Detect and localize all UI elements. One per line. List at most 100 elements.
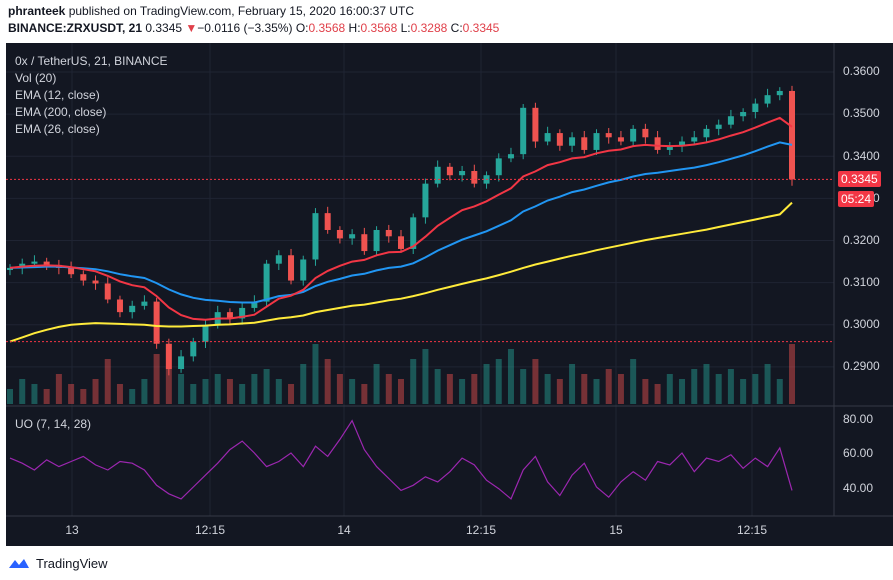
down-arrow-icon: ▼ xyxy=(185,21,198,35)
countdown-badge: 05:24 xyxy=(838,191,875,207)
candle-body xyxy=(324,213,331,230)
candle-body xyxy=(31,261,38,264)
volume-bar xyxy=(68,384,75,404)
candle-body xyxy=(520,107,527,155)
candle-body xyxy=(398,236,404,249)
legend-vol[interactable]: Vol (20) xyxy=(15,71,57,85)
candle-body xyxy=(68,267,75,275)
candle-body xyxy=(349,234,356,239)
candle-body xyxy=(764,95,771,104)
legend-title[interactable]: 0x / TetherUS, 21, BINANCE xyxy=(15,54,168,68)
uo-line xyxy=(9,419,793,500)
candle-body xyxy=(776,90,783,96)
volume-bar xyxy=(446,374,453,404)
volume-bar xyxy=(214,374,221,404)
symbol-line: BINANCE:ZRXUSDT, 21 0.3345 ▼−0.0116 (−3.… xyxy=(8,21,499,35)
price-axis[interactable] xyxy=(834,43,893,516)
candle-body xyxy=(703,128,710,138)
volume-bar xyxy=(679,379,686,404)
volume-bar xyxy=(19,379,26,404)
candle-body xyxy=(459,171,466,176)
volume-bar xyxy=(691,369,698,404)
volume-bar xyxy=(361,384,368,404)
candle-body xyxy=(471,171,478,184)
volume-bar xyxy=(80,389,87,404)
volume-bar xyxy=(251,374,258,404)
volume-bar xyxy=(556,379,563,404)
volume-bar xyxy=(153,354,160,404)
volume-bars xyxy=(7,344,795,404)
candle-body xyxy=(165,343,172,370)
candle-body xyxy=(679,141,686,146)
candle-body xyxy=(593,133,600,150)
volume-bar xyxy=(373,364,380,404)
symbol-name: BINANCE:ZRXUSDT, 21 xyxy=(8,21,143,35)
volume-bar xyxy=(202,379,209,404)
volume-bar xyxy=(300,364,307,404)
time-axis[interactable] xyxy=(6,516,834,546)
volume-bar xyxy=(141,379,148,404)
volume-bar xyxy=(666,374,673,404)
volume-bar xyxy=(349,379,356,404)
candle-body xyxy=(666,145,673,150)
legend-ema12[interactable]: EMA (12, close) xyxy=(15,88,100,102)
candle-body xyxy=(275,255,282,264)
publish-line: phranteek published on TradingView.com, … xyxy=(8,4,414,18)
volume-bar xyxy=(532,359,539,404)
volume-bar xyxy=(459,379,466,404)
candle-body xyxy=(691,137,698,142)
candle-body xyxy=(129,305,136,313)
candle-body xyxy=(422,183,429,218)
volume-bar xyxy=(434,369,441,404)
price-tick-label: 0.3000 xyxy=(843,317,880,331)
chart-panel[interactable] xyxy=(6,43,834,516)
price-tick-label: 0.3600 xyxy=(843,64,880,78)
candle-body xyxy=(740,112,747,117)
candle-body xyxy=(495,158,502,176)
candle-body xyxy=(544,133,551,142)
open-label: O: xyxy=(295,21,309,35)
price-tick-label: 0.3100 xyxy=(843,275,880,289)
candle-body xyxy=(43,261,50,265)
volume-bar xyxy=(520,369,527,404)
volume-bar xyxy=(422,349,429,404)
low-value: 0.3288 xyxy=(410,21,448,35)
candle-body xyxy=(263,263,270,302)
high-value: 0.3568 xyxy=(360,21,398,35)
tradingview-logo-icon[interactable] xyxy=(8,556,30,570)
candles xyxy=(7,85,795,376)
legend-uo[interactable]: UO (7, 14, 28) xyxy=(15,417,92,431)
candle-body xyxy=(642,128,649,138)
volume-bar xyxy=(789,344,795,404)
volume-bar xyxy=(495,359,502,404)
legend-ema200[interactable]: EMA (200, close) xyxy=(15,105,107,119)
candle-body xyxy=(336,229,343,239)
volume-bar xyxy=(507,349,514,404)
axis-corner xyxy=(834,516,893,546)
volume-bar xyxy=(288,384,295,404)
last-price: 0.3345 xyxy=(145,21,183,35)
candle-body xyxy=(532,107,539,142)
author-name[interactable]: phranteek xyxy=(8,4,66,18)
candle-body xyxy=(385,229,392,237)
volume-bar xyxy=(336,374,343,404)
open-value: 0.3568 xyxy=(308,21,346,35)
uo-tick-label: 60.00 xyxy=(843,446,874,460)
volume-bar xyxy=(642,379,649,404)
volume-bar xyxy=(226,379,233,404)
candle-body xyxy=(556,133,563,146)
ema200-line xyxy=(9,201,793,343)
candle-body xyxy=(288,255,295,281)
volume-bar xyxy=(55,374,62,404)
price-tick-label: 0.3200 xyxy=(843,233,880,247)
legend-ema26[interactable]: EMA (26, close) xyxy=(15,122,100,136)
volume-bar xyxy=(178,374,185,404)
candle-body xyxy=(141,301,148,306)
volume-bar xyxy=(703,364,710,404)
volume-bar xyxy=(654,384,661,404)
candle-body xyxy=(251,301,258,308)
price-tick-label: 0.3400 xyxy=(843,149,880,163)
brand-name[interactable]: TradingView xyxy=(36,555,108,571)
candle-body xyxy=(104,283,111,300)
